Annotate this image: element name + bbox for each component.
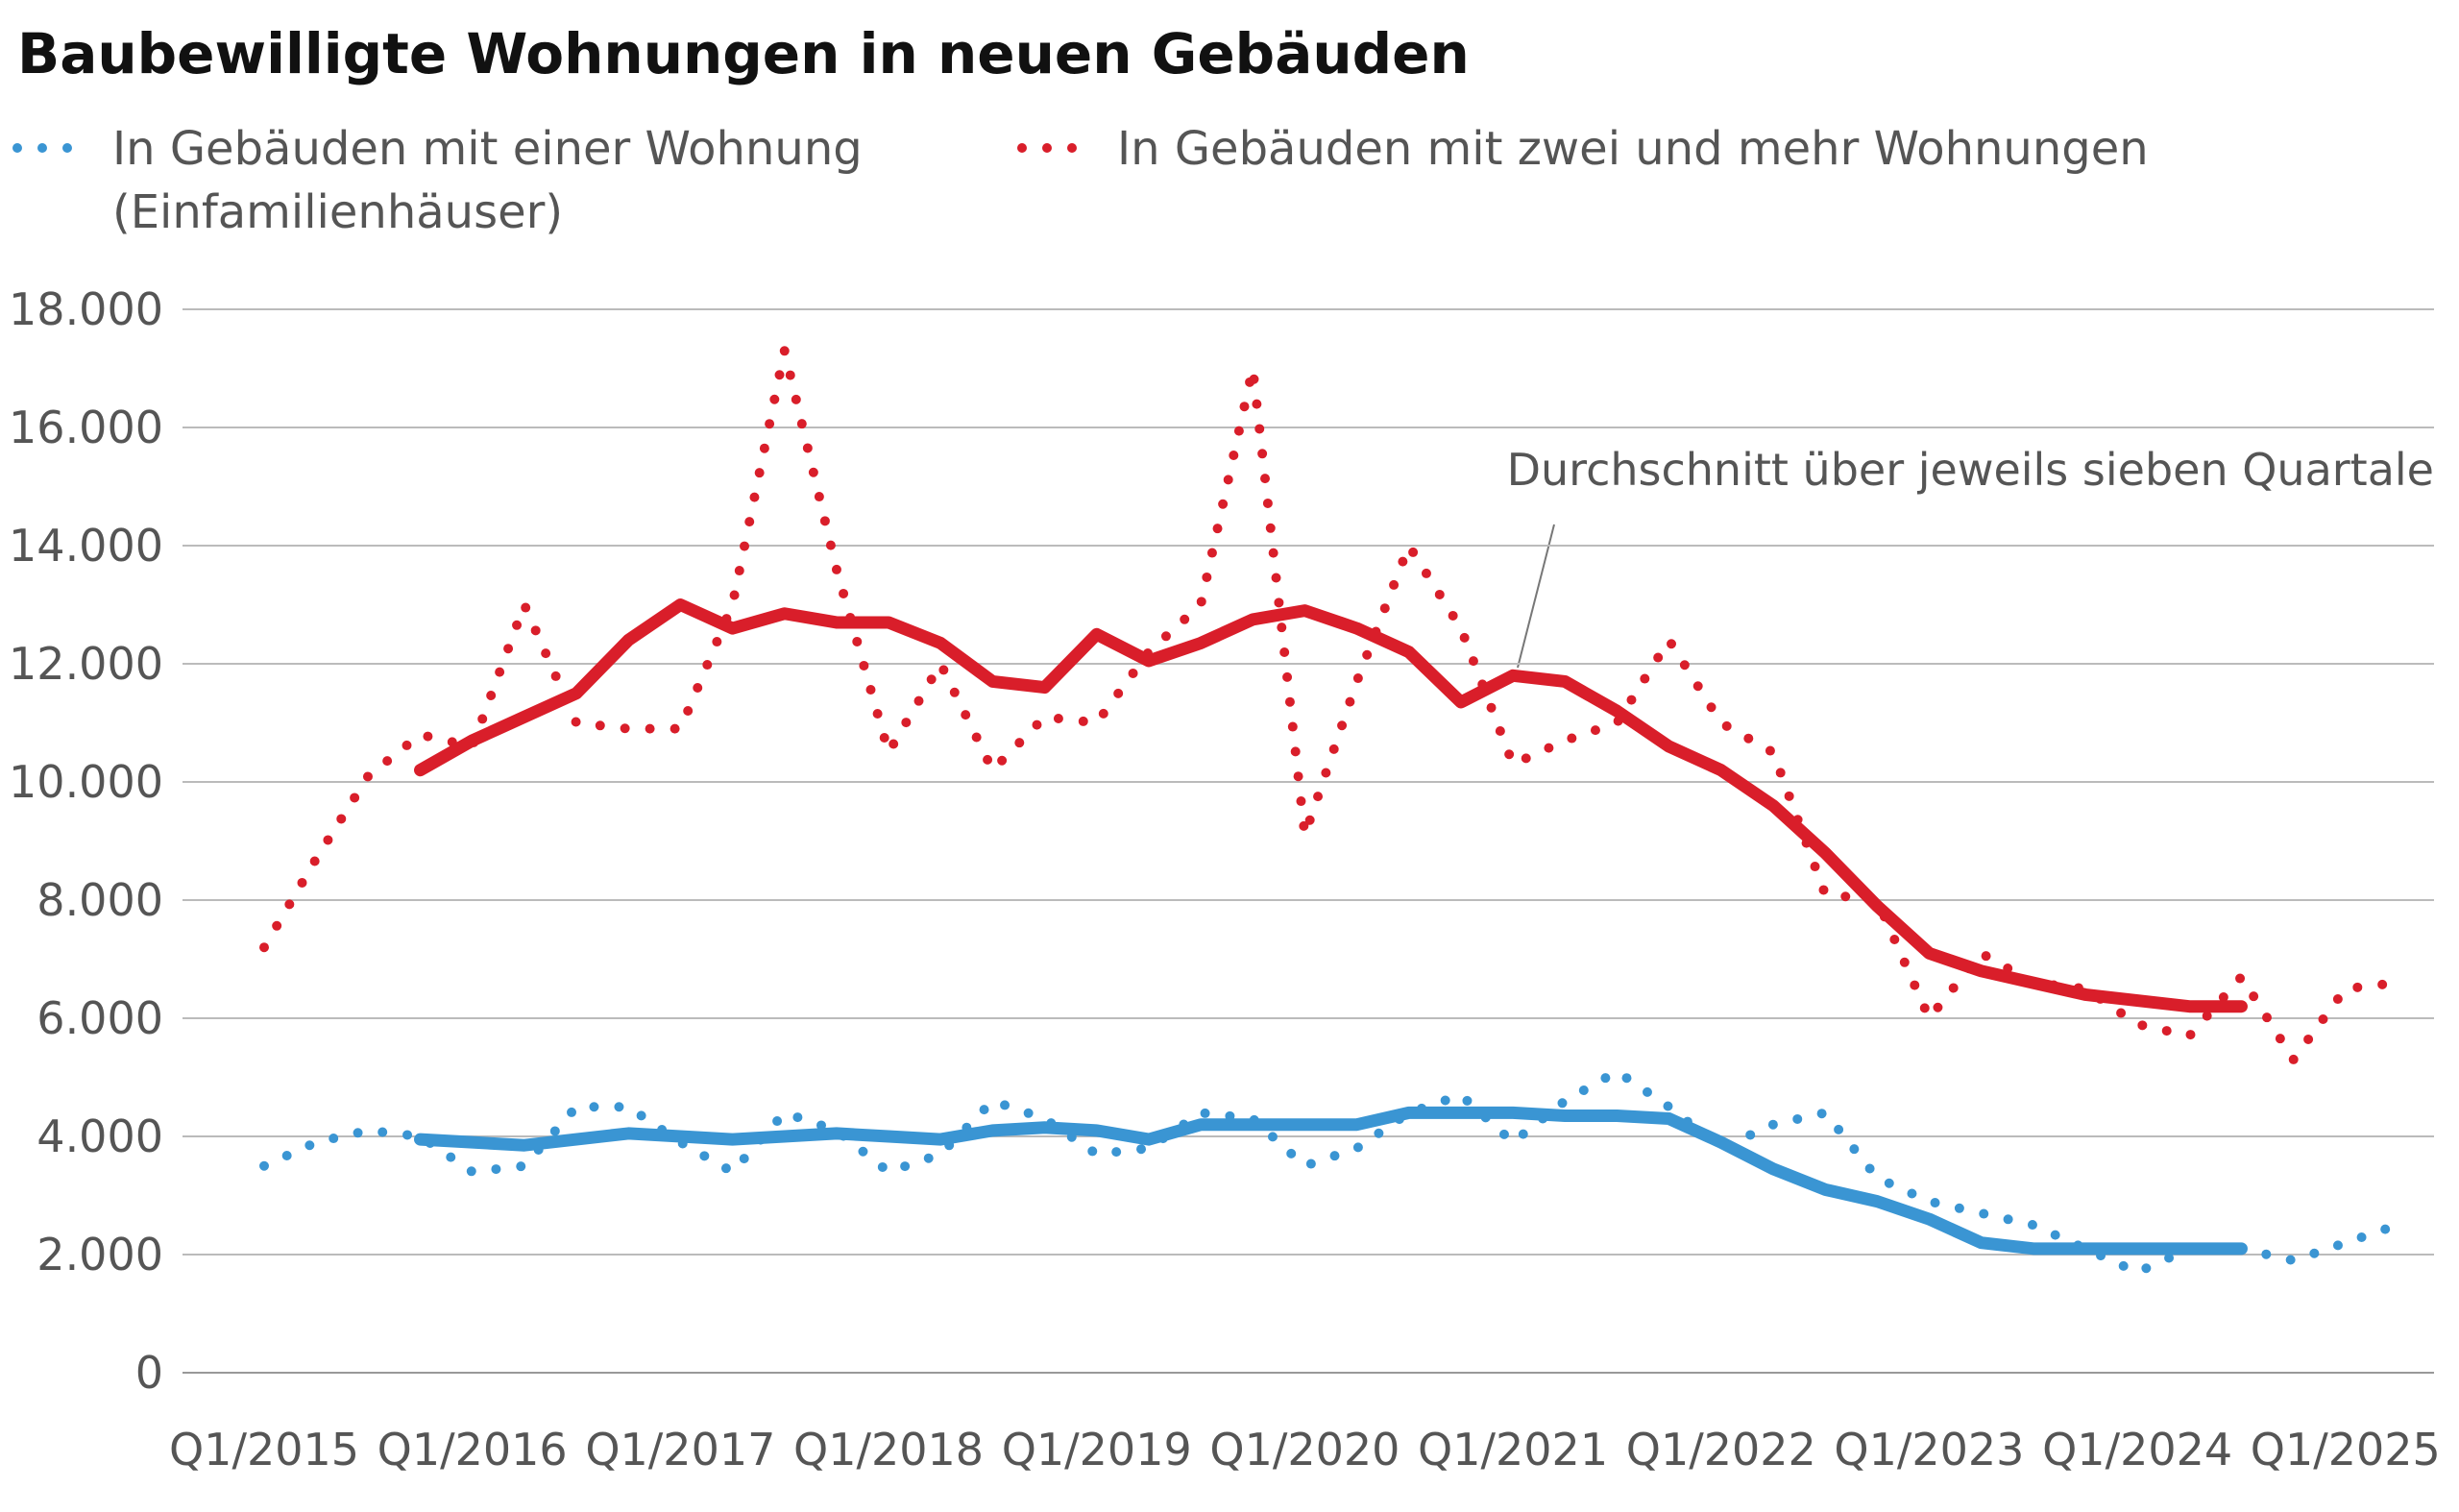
annotation: Durchschnitt über jeweils sieben Quartal… [1507,444,2434,496]
x-tick-label: Q1/2020 [1209,1424,1400,1475]
legend-label: In Gebäuden mit zwei und mehr Wohnungen [1117,122,2149,176]
y-tick-label: 12.000 [9,638,163,690]
y-tick-label: 0 [135,1347,163,1399]
y-tick-label: 2.000 [37,1229,163,1280]
y-tick-label: 18.000 [9,283,163,335]
y-tick-label: 10.000 [9,756,163,808]
x-tick-label: Q1/2024 [2042,1424,2232,1475]
chart-title: Baubewilligte Wohnungen in neuen Gebäude… [17,21,1470,86]
y-tick-label: 4.000 [37,1110,163,1162]
x-tick-label: Q1/2016 [377,1424,568,1475]
x-tick-label: Q1/2021 [1418,1424,1608,1475]
x-tick-label: Q1/2015 [169,1424,359,1475]
moving-average-line [414,598,2248,1013]
y-tick-label: 8.000 [37,874,163,926]
x-tick-label: Q1/2025 [2251,1424,2441,1475]
x-tick-label: Q1/2018 [793,1424,984,1475]
y-tick-label: 6.000 [37,992,163,1044]
series-line-dotted [259,1066,2402,1278]
moving-average-line [414,1106,2248,1256]
legend-entry: In Gebäuden mit zwei und mehr Wohnungen [1017,117,2366,181]
annotation-leader [1517,524,1555,669]
legend-entry: In Gebäuden mit einer Wohnung (Einfamili… [12,117,881,244]
legend-label: In Gebäuden mit einer Wohnung (Einfamili… [112,122,863,239]
y-tick-label: 14.000 [9,520,163,572]
x-tick-label: Q1/2017 [585,1424,775,1475]
x-tick-label: Q1/2022 [1626,1424,1816,1475]
x-tick-label: Q1/2019 [1002,1424,1192,1475]
y-tick-label: 16.000 [9,402,163,453]
x-tick-label: Q1/2023 [1834,1424,2024,1475]
